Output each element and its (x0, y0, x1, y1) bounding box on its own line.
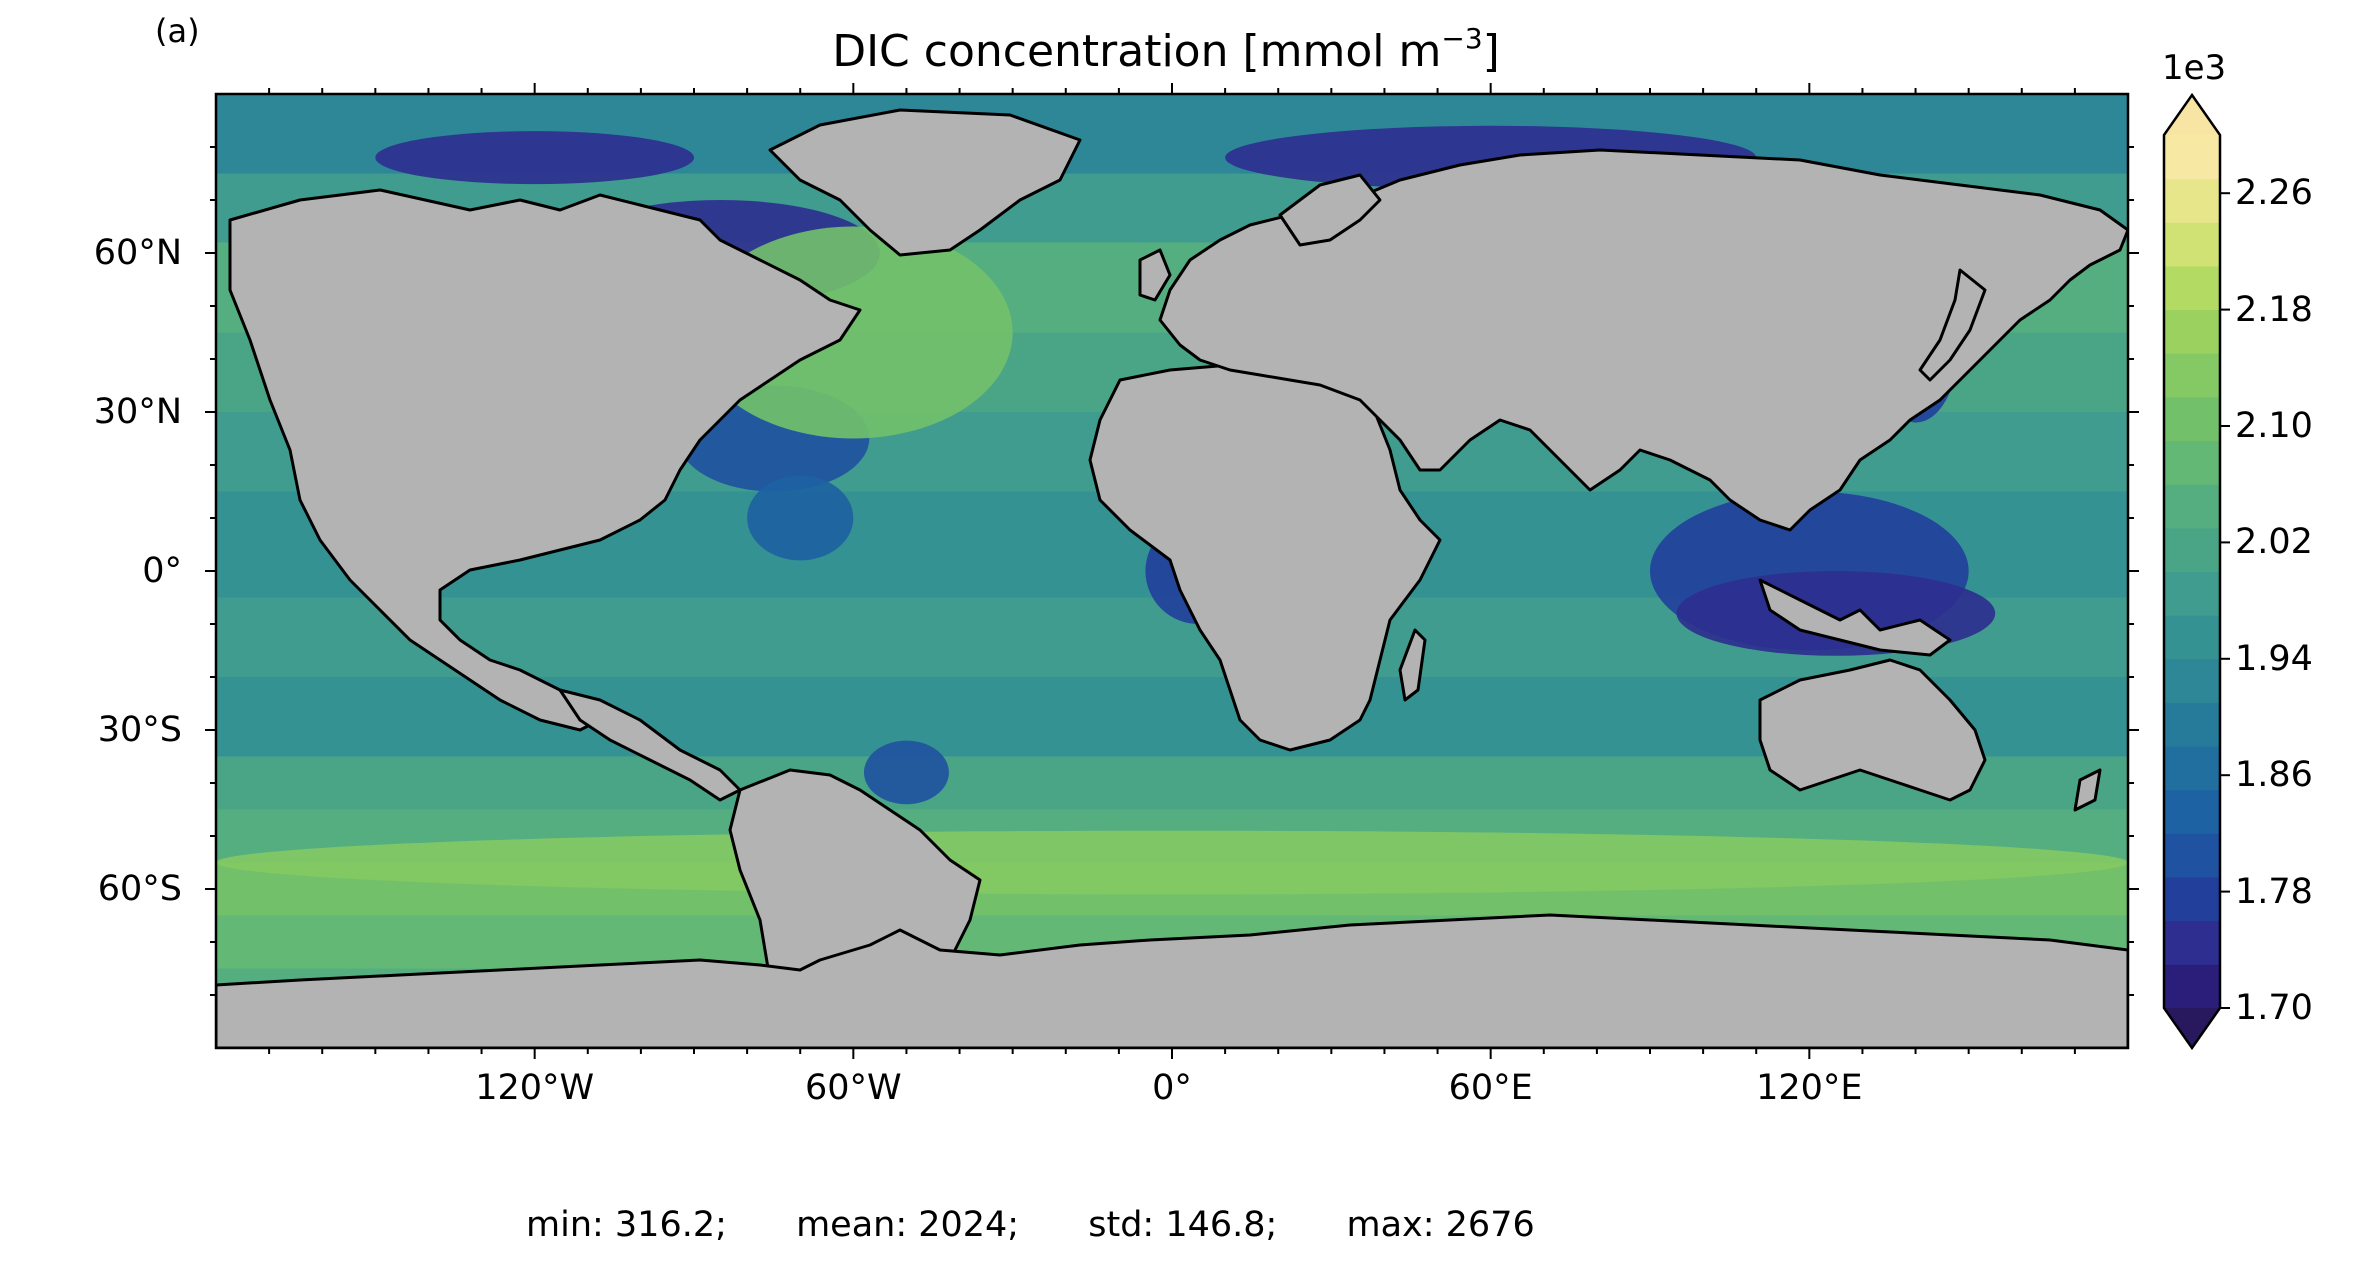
colorbar-tick-label: 2.18 (2235, 289, 2313, 330)
colorbar-tick-label: 1.70 (2235, 988, 2313, 1028)
colorbar-segment (2164, 746, 2220, 791)
latitude-label: 0° (142, 551, 182, 591)
stat-min: min: 316.2; (526, 1205, 727, 1245)
stat-mean: mean: 2024; (796, 1205, 1020, 1245)
map-panel (216, 94, 2128, 1048)
colorbar-segment (2164, 440, 2220, 485)
colorbar-segment (2164, 265, 2220, 311)
latitude-ticks (205, 146, 2139, 996)
great-britain (1138, 248, 1172, 302)
eurasia (1158, 148, 2128, 532)
colorbar-segment (2164, 135, 2220, 180)
ocean-patch (216, 830, 2128, 895)
map-title: DIC concentration [mmol m−3] (832, 22, 1500, 77)
colorbar-segment (2164, 702, 2220, 747)
colorbar-segment (2164, 833, 2220, 878)
colorbar-segment (2164, 527, 2220, 572)
colorbar-segment (2164, 484, 2220, 529)
latitude-label: 30°N (93, 392, 182, 432)
colorbar-segment (2164, 353, 2220, 398)
latitude-label: 60°S (97, 869, 182, 909)
colorbar-segment (2164, 877, 2220, 922)
colorbar-outline (2162, 92, 2222, 1051)
north-america (228, 188, 862, 732)
scandinavia (1278, 173, 1382, 247)
ocean-patch (375, 131, 694, 185)
longitude-ticks (268, 83, 2076, 1059)
latitude-label: 60°N (93, 233, 182, 273)
greenland (768, 108, 1082, 257)
colorbar-exponent-label: 1e3 (2162, 48, 2227, 88)
longitude-label: 60°W (805, 1068, 902, 1108)
longitude-label: 60°E (1448, 1068, 1533, 1108)
colorbar-segment (2164, 178, 2220, 223)
colorbar-segment (2164, 964, 2220, 1009)
longitude-label: 120°E (1756, 1068, 1863, 1108)
colorbar-tick-label: 2.02 (2235, 522, 2313, 563)
colorbar (2162, 92, 2230, 1051)
longitude-label: 0° (1152, 1068, 1192, 1108)
new-zealand (2073, 768, 2102, 812)
colorbar-tick-label: 1.86 (2235, 755, 2313, 796)
central-america (558, 688, 742, 802)
ocean-patch (863, 740, 949, 805)
panel-label: (a) (155, 12, 200, 50)
australia (1758, 658, 1987, 802)
longitude-label: 120°W (475, 1068, 595, 1108)
colorbar-tick-label: 1.78 (2235, 871, 2313, 912)
colorbar-segment (2164, 615, 2220, 660)
indonesia (1758, 578, 1952, 657)
ocean-patch (747, 475, 854, 561)
colorbar-segment (2164, 396, 2220, 442)
colorbar-extend-bottom (2164, 1008, 2220, 1048)
colorbar-tick-label: 2.26 (2235, 173, 2313, 214)
statistics-line: min: 316.2; mean: 2024; std: 146.8; max:… (526, 1205, 1535, 1245)
colorbar-segment (2164, 222, 2220, 267)
stat-std: std: 146.8; (1088, 1205, 1278, 1245)
colorbar-segment (2164, 571, 2220, 616)
colorbar-segment (2164, 658, 2220, 703)
land-masses (216, 108, 2128, 1048)
stat-max: max: 2676 (1346, 1205, 1535, 1245)
colorbar-tick-label: 1.94 (2235, 638, 2313, 679)
madagascar (1398, 628, 1427, 702)
colorbar-segment (2164, 789, 2220, 834)
colorbar-extend-top (2164, 95, 2220, 135)
colorbar-tick-label: 2.10 (2235, 406, 2313, 446)
latitude-label: 30°S (97, 710, 182, 750)
antarctica (216, 913, 2128, 1048)
japan (1918, 268, 1987, 382)
colorbar-segment (2164, 920, 2220, 965)
colorbar-segment (2164, 309, 2220, 354)
